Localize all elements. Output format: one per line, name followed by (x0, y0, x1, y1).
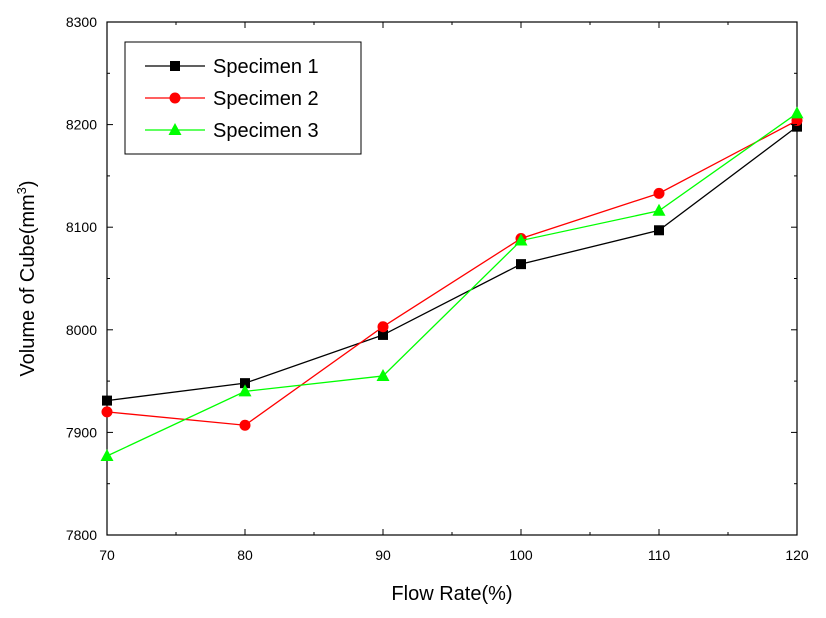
data-point (792, 121, 802, 132)
series-3 (100, 106, 804, 461)
series-line (106, 112, 798, 457)
data-point (516, 259, 526, 270)
axes-group: 70 80 90 100 110 120 7800 7900 8000 8100 8200 8300 (66, 14, 809, 563)
data-point (238, 384, 252, 397)
data-point (239, 419, 251, 431)
legend-entry: Specimen 2 (145, 88, 319, 110)
y-axis-title: Volume of Cube(mm3) (14, 180, 39, 376)
series-group (100, 106, 804, 461)
data-point (654, 225, 664, 236)
y-axis-title-main: Volume of Cube(mm (17, 194, 39, 376)
x-tick-label: 110 (648, 547, 671, 563)
data-point (514, 233, 528, 246)
legend-label: Specimen 3 (213, 120, 319, 142)
legend-label: Specimen 2 (213, 88, 319, 110)
x-axis-title: Flow Rate(%) (391, 583, 512, 605)
x-tick-label: 80 (237, 547, 253, 563)
series-line (106, 119, 798, 426)
legend-entries: Specimen 1 Specimen 2 Specimen 3 (145, 56, 319, 142)
data-point (100, 448, 114, 461)
data-point (101, 406, 113, 418)
legend-entry: Specimen 1 (145, 56, 319, 78)
y-tick-label: 8200 (66, 117, 97, 133)
legend-marker (170, 61, 180, 71)
x-tick-label: 100 (509, 547, 533, 563)
y-axis-title-superscript: 3 (14, 187, 29, 194)
series-2 (101, 114, 803, 431)
legend-marker (169, 92, 181, 104)
series-1 (102, 121, 802, 406)
legend-entry: Specimen 3 (145, 120, 319, 142)
series-line (106, 126, 798, 402)
y-tick-label: 7800 (66, 527, 97, 543)
x-tick-label: 120 (785, 547, 809, 563)
y-tick-label: 8300 (66, 14, 97, 30)
x-tick-label: 70 (99, 547, 115, 563)
data-point (652, 203, 666, 216)
y-tick-label: 8000 (66, 322, 97, 338)
data-point (653, 187, 665, 199)
y-tick-label: 7900 (66, 424, 97, 440)
data-point (377, 321, 389, 333)
x-tick-label: 90 (375, 547, 391, 563)
legend-marker (168, 123, 182, 135)
data-point (790, 106, 804, 119)
data-point (376, 368, 390, 381)
data-point (378, 329, 388, 340)
data-point (102, 395, 112, 406)
data-point (240, 378, 250, 389)
y-tick-label: 8100 (66, 219, 97, 235)
y-axis-title-suffix: ) (17, 180, 39, 187)
legend: Specimen 1 Specimen 2 Specimen 3 (124, 41, 362, 155)
legend-label: Specimen 1 (213, 56, 319, 78)
